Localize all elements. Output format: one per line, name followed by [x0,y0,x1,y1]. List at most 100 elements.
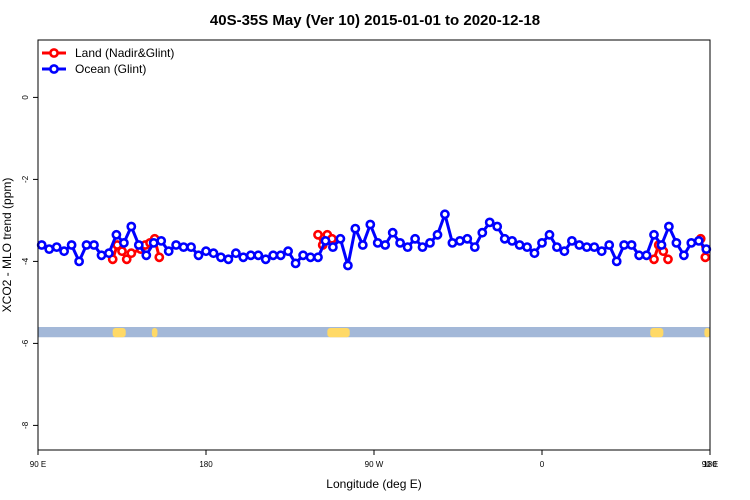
data-point [44,244,55,254]
data-point [492,221,503,232]
data-point [89,240,99,250]
data-point [552,242,562,252]
x-tick-label: 180 [199,460,213,469]
y-axis: 0 -2 -4 -6 -8 [21,95,38,429]
data-point [104,248,114,259]
data-point [59,246,69,257]
data-point [119,237,129,248]
data-point [156,235,167,246]
data-point [253,250,264,261]
data-point [148,237,159,248]
data-point [305,252,316,263]
series-ocean [36,209,712,271]
legend-item: Land (Nadir&Glint) [42,46,174,60]
data-point [484,217,495,228]
data-point [462,233,473,244]
legend-label: Ocean (Glint) [75,62,146,76]
data-point [320,235,331,246]
data-point [686,237,697,248]
data-point [477,227,488,238]
data-point [186,242,196,252]
legend-swatch-point [49,48,59,58]
data-point [335,233,346,244]
data-point [522,242,532,252]
data-point [544,229,555,240]
data-point [350,223,361,234]
land-patch [650,328,664,338]
data-point [268,250,279,261]
x-tick-label: 0 [540,460,545,469]
land-ocean-band [38,327,710,338]
data-point [559,246,570,257]
data-point [313,252,323,263]
data-point [425,237,435,248]
data-point [215,252,226,263]
data-point [537,237,547,248]
data-point [641,250,652,261]
data-point [701,244,712,254]
data-point [567,235,577,246]
data-point [649,229,659,240]
data-point [36,240,47,250]
data-point [51,242,62,252]
data-point [260,254,271,265]
data-point [693,235,704,246]
data-point [121,254,132,265]
data-point [439,209,450,220]
data-point [126,248,137,259]
data-point [604,240,615,250]
data-point [671,237,682,248]
data-point [283,246,293,257]
data-point [163,246,174,257]
chart-title: 40S-35S May (Ver 10) 2015-01-01 to 2020-… [210,12,540,29]
data-point [410,233,420,244]
legend-label: Land (Nadir&Glint) [75,46,174,60]
data-point [342,260,353,271]
data-point [154,252,165,263]
data-point [81,240,92,250]
series-layer [36,209,712,271]
data-point [230,248,241,259]
data-point [66,240,77,250]
land-patch [704,328,710,338]
data-point [700,252,711,263]
data-point [111,229,122,240]
data-point [245,250,256,261]
x-tick-label: 90 W [365,460,384,469]
x-tick-label: 90 E [30,460,46,469]
x-tick-label: 180 [703,460,717,469]
legend: Land (Nadir&Glint) Ocean (Glint) [42,46,174,76]
data-point [679,250,689,261]
data-point [529,248,540,259]
data-point [581,242,592,252]
y-tick-label: -8 [21,421,30,429]
data-point [365,219,376,230]
data-point [619,240,629,250]
data-point [589,242,600,252]
data-point [432,229,443,240]
x-axis-label: Longitude (deg E) [326,477,421,491]
land-patch [151,328,158,338]
data-point [290,258,301,269]
data-point [74,256,84,267]
y-tick-label: -6 [21,339,30,347]
legend-item: Ocean (Glint) [42,62,146,76]
land-patch [327,328,350,338]
data-point [313,229,323,240]
ocean-band [38,327,710,338]
data-point [469,242,480,252]
data-point [275,250,286,261]
data-point [649,254,659,265]
data-point [223,254,234,265]
data-point [193,250,204,261]
data-point [611,256,622,267]
data-point [626,240,637,250]
y-tick-label: 0 [21,95,30,100]
data-point [372,237,383,248]
data-point [357,240,368,250]
data-point [178,242,189,252]
y-axis-label: XCO2 - MLO trend (ppm) [0,178,14,313]
data-point [141,250,152,261]
